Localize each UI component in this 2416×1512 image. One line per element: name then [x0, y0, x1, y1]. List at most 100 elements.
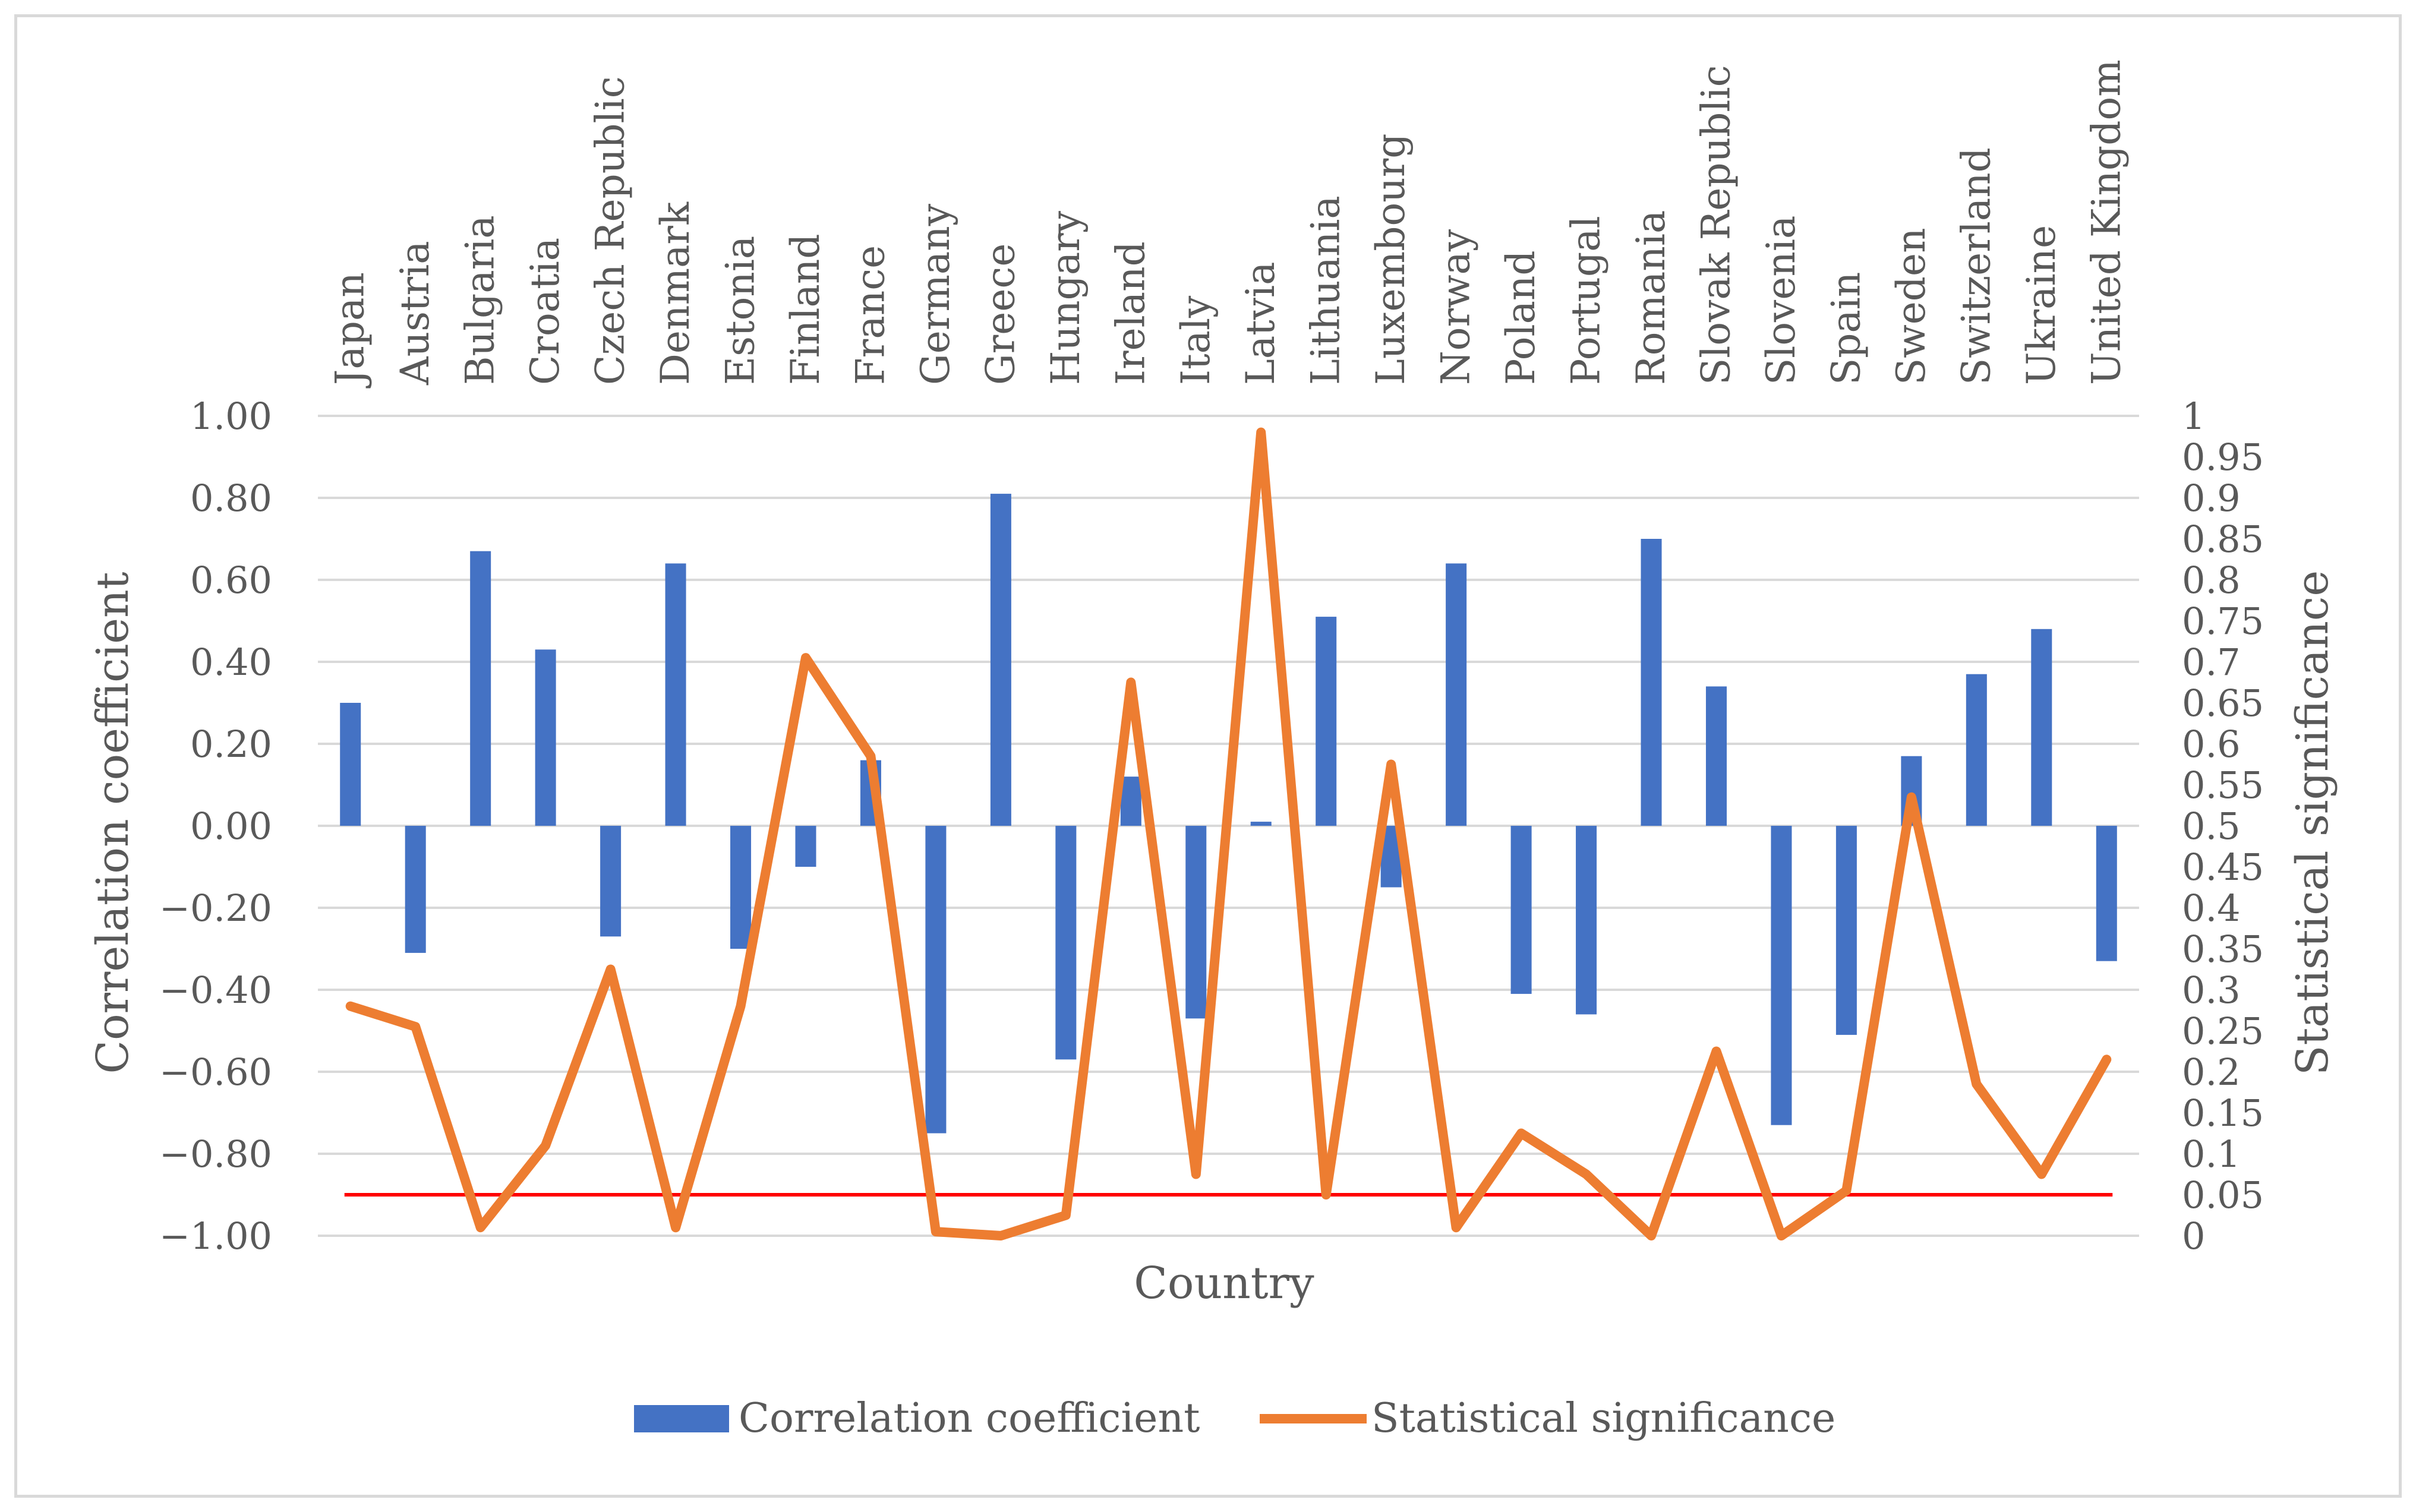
bar: [665, 563, 686, 826]
right-tick-label: 0.2: [2182, 1050, 2241, 1094]
category-label: Austria: [392, 241, 438, 386]
category-label: Denmark: [652, 201, 698, 385]
legend: Correlation coefficient Statistical sign…: [634, 1395, 1835, 1442]
left-tick-label: −0.20: [159, 886, 272, 930]
category-label: Spain: [1823, 272, 1869, 385]
bar: [340, 703, 361, 826]
category-label: United Kingdom: [2083, 59, 2129, 385]
bar: [1316, 617, 1337, 826]
bar-series: [340, 494, 2117, 1134]
chart-frame: [14, 14, 2402, 1498]
bar: [600, 826, 622, 937]
legend-label-correlation: Correlation coefficient: [739, 1395, 1200, 1442]
category-label: Hungary: [1043, 210, 1089, 385]
left-tick-label: 1.00: [190, 394, 272, 438]
left-tick-label: −0.80: [159, 1132, 272, 1176]
left-tick-label: 0.40: [190, 640, 272, 684]
category-label: Bulgaria: [458, 215, 503, 385]
left-tick-label: 0.60: [190, 558, 272, 602]
bar: [1835, 826, 1857, 1035]
bar: [1771, 826, 1792, 1125]
legend-swatch-bar: [634, 1405, 729, 1432]
bar: [535, 649, 556, 826]
category-label: Slovak Republic: [1693, 65, 1739, 385]
right-tick-label: 0.8: [2182, 558, 2241, 602]
category-label: Latvia: [1238, 262, 1283, 385]
right-tick-label: 0.1: [2182, 1132, 2241, 1176]
legend-label-significance: Statistical significance: [1371, 1395, 1835, 1442]
right-tick-label: 0.05: [2182, 1173, 2264, 1217]
right-tick-label: 0.5: [2182, 804, 2241, 848]
right-axis-ticks: 10.950.90.850.80.750.70.650.60.550.50.45…: [2182, 394, 2264, 1258]
left-tick-label: 0.80: [190, 476, 272, 520]
category-label: Germany: [913, 203, 958, 385]
bar: [1185, 826, 1207, 1019]
left-tick-label: −1.00: [159, 1214, 272, 1258]
right-tick-label: 0.6: [2182, 722, 2241, 766]
line-series: [345, 427, 2112, 1240]
category-label: Ireland: [1108, 241, 1153, 385]
bar: [925, 826, 947, 1134]
bar: [405, 826, 426, 953]
category-label: Norway: [1433, 229, 1479, 385]
category-label: Poland: [1498, 250, 1544, 385]
right-tick-label: 0.95: [2182, 435, 2264, 479]
x-axis-title: Country: [1134, 1258, 1314, 1309]
category-labels: Japan Austria Bulgaria Croatia Czech Republi…: [327, 59, 2130, 389]
category-label: France: [847, 245, 893, 385]
category-label: Romania: [1628, 210, 1674, 385]
bar: [470, 551, 491, 826]
category-label: Estonia: [718, 236, 764, 385]
right-tick-label: 0.25: [2182, 1009, 2264, 1053]
category-label: Czech Republic: [588, 76, 633, 385]
right-tick-label: 0: [2182, 1214, 2205, 1258]
category-label: Slovenia: [1758, 216, 1804, 385]
category-label: Ukraine: [2018, 225, 2064, 385]
category-label: Switzerland: [1953, 147, 1999, 385]
category-label: Sweden: [1888, 228, 1934, 385]
category-label: Lithuania: [1303, 195, 1349, 385]
bar: [2031, 629, 2052, 826]
right-tick-label: 0.15: [2182, 1091, 2264, 1135]
gridlines: [318, 415, 2139, 1237]
left-tick-label: −0.60: [159, 1050, 272, 1094]
category-label: Italy: [1173, 295, 1219, 385]
bar: [1446, 563, 1467, 826]
right-tick-label: 1: [2182, 394, 2205, 438]
left-axis-ticks: 1.00 0.80 0.60 0.40 0.20 0.00 −0.20 −0.40 −0.60 −…: [159, 394, 272, 1258]
bar: [795, 826, 816, 867]
right-tick-label: 0.9: [2182, 476, 2241, 520]
left-tick-label: 0.00: [190, 804, 272, 848]
bar: [1641, 539, 1662, 826]
bar: [1576, 826, 1597, 1015]
bar: [2096, 826, 2117, 961]
right-tick-label: 0.35: [2182, 927, 2264, 971]
bar: [990, 494, 1011, 826]
category-label: Japan: [327, 272, 373, 389]
right-tick-label: 0.65: [2182, 681, 2264, 725]
category-label: Croatia: [522, 238, 568, 385]
bar: [1055, 826, 1077, 1060]
category-label: Greece: [977, 244, 1023, 385]
bar: [1705, 686, 1727, 826]
right-tick-label: 0.3: [2182, 968, 2241, 1012]
bar: [1120, 776, 1141, 826]
category-label: Portugal: [1563, 216, 1609, 385]
right-tick-label: 0.45: [2182, 845, 2264, 889]
category-label: Luxembourg: [1368, 134, 1414, 386]
right-tick-label: 0.55: [2182, 763, 2264, 807]
left-tick-label: 0.20: [190, 722, 272, 766]
category-label: Finland: [783, 233, 828, 385]
right-tick-label: 0.7: [2182, 640, 2241, 684]
left-tick-label: −0.40: [159, 968, 272, 1012]
bar: [1510, 826, 1532, 994]
bar: [1966, 674, 1987, 826]
y-axis-title: Correlation coefficient: [87, 572, 138, 1074]
y2-axis-title: Statistical significance: [2287, 570, 2338, 1075]
significance-line: [345, 427, 2112, 1240]
right-tick-label: 0.85: [2182, 517, 2264, 561]
bar: [1250, 822, 1272, 826]
bar: [730, 826, 752, 949]
right-tick-label: 0.4: [2182, 886, 2241, 930]
